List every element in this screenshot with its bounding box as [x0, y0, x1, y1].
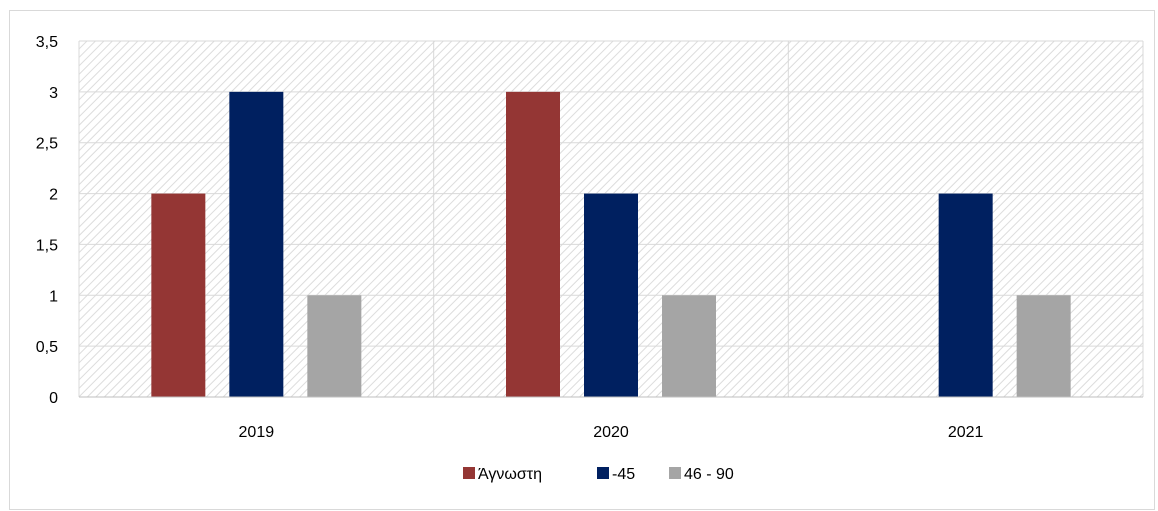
- bars: [151, 91, 1071, 397]
- bar: [938, 193, 993, 397]
- y-tick-label: 0: [49, 390, 58, 407]
- y-tick-label: 1,5: [36, 237, 58, 254]
- legend-swatch: [669, 467, 681, 479]
- legend: Άγνωστη -45 46 - 90: [463, 466, 734, 483]
- y-tick-label: 2,5: [36, 136, 58, 153]
- legend-label: 46 - 90: [684, 466, 734, 483]
- x-tick-label: 2019: [239, 424, 275, 441]
- bar: [506, 91, 560, 397]
- legend-swatch: [463, 467, 475, 479]
- bar: [307, 295, 362, 397]
- y-tick-label: 2: [49, 187, 58, 204]
- legend-label: Άγνωστη: [478, 466, 542, 483]
- bar: [151, 193, 206, 397]
- x-tick-label: 2020: [593, 424, 629, 441]
- x-tick-label: 2021: [948, 424, 984, 441]
- legend-label: -45: [612, 466, 635, 483]
- bar: [1016, 295, 1071, 397]
- y-axis: 0 0,5 1 1,5 2 2,5 3 3,5: [36, 34, 58, 407]
- bar: [584, 193, 638, 397]
- y-tick-label: 0,5: [36, 339, 58, 356]
- y-tick-label: 1: [49, 288, 58, 305]
- bar: [662, 295, 716, 397]
- y-tick-label: 3: [49, 85, 58, 102]
- legend-swatch: [597, 467, 609, 479]
- bar: [229, 91, 284, 397]
- y-tick-label: 3,5: [36, 34, 58, 51]
- x-axis: 2019 2020 2021: [79, 396, 1143, 441]
